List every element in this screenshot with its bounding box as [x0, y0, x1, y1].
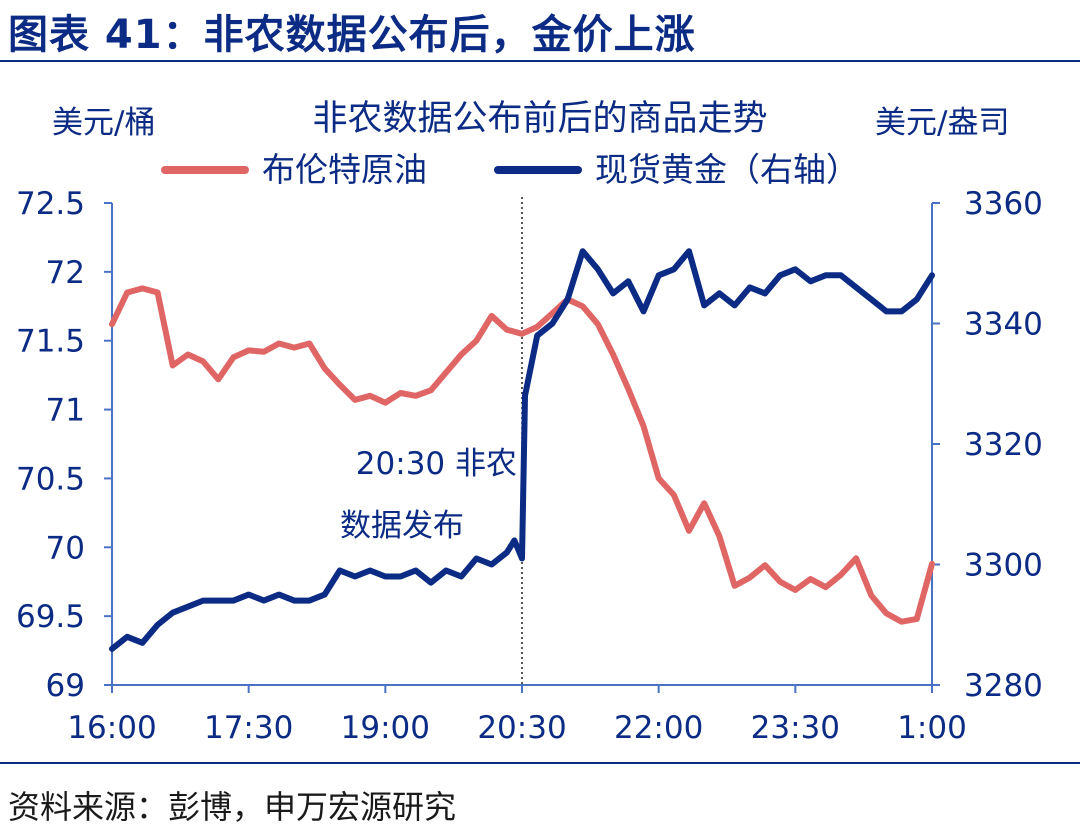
y-left-tick-label: 71.5	[16, 324, 85, 360]
y-right-tick-label: 3360	[964, 186, 1043, 222]
chart-title: 非农数据公布前后的商品走势	[312, 99, 767, 139]
figure-title: 图表 41：非农数据公布后，金价上涨	[8, 12, 696, 58]
y-left-unit: 美元/桶	[52, 105, 155, 141]
y-right-tick-label: 3300	[964, 548, 1043, 584]
y-left-tick-label: 71	[46, 393, 85, 429]
source-divider	[0, 762, 1080, 764]
annotation-line-1: 20:30 非农	[356, 446, 517, 482]
y-left-tick-label: 69	[46, 668, 85, 704]
y-right-unit: 美元/盎司	[875, 105, 1009, 141]
x-tick-label: 19:00	[341, 710, 430, 746]
brent-series-line	[109, 285, 935, 625]
y-left-tick-label: 69.5	[16, 599, 85, 635]
title-divider	[0, 60, 1080, 62]
x-tick-label: 23:30	[751, 710, 840, 746]
chart: 72.5 72 71.5 71 70.5 70 69.5 69 3360 3340 3320 3300…	[16, 99, 1043, 746]
chart-frame	[104, 166, 940, 693]
text-layer: 72.5 72 71.5 71 70.5 70 69.5 69 3360 3340 3320 3300…	[16, 99, 1043, 746]
x-tick-label: 20:30	[477, 710, 566, 746]
legend-label: 现货黄金（右轴）	[595, 150, 859, 189]
y-left-tick-label: 72.5	[16, 186, 85, 222]
x-tick-label: 22:00	[614, 710, 703, 746]
x-tick-label: 16:00	[67, 710, 156, 746]
y-right-tick-label: 3320	[964, 427, 1043, 463]
series-layer	[109, 248, 935, 652]
x-tick-label: 17:30	[204, 710, 293, 746]
annotation-line-2: 数据发布	[340, 508, 464, 544]
gold-series-line	[109, 248, 935, 652]
y-left-tick-label: 70.5	[16, 461, 85, 497]
legend-label: 布伦特原油	[262, 150, 427, 189]
y-left-tick-label: 72	[46, 255, 85, 291]
source-note: 资料来源：彭博，申万宏源研究	[8, 788, 457, 826]
x-tick-label: 1:00	[897, 710, 967, 746]
y-left-tick-label: 70	[46, 530, 85, 566]
y-right-tick-label: 3280	[964, 668, 1043, 704]
y-right-tick-label: 3340	[964, 307, 1043, 343]
